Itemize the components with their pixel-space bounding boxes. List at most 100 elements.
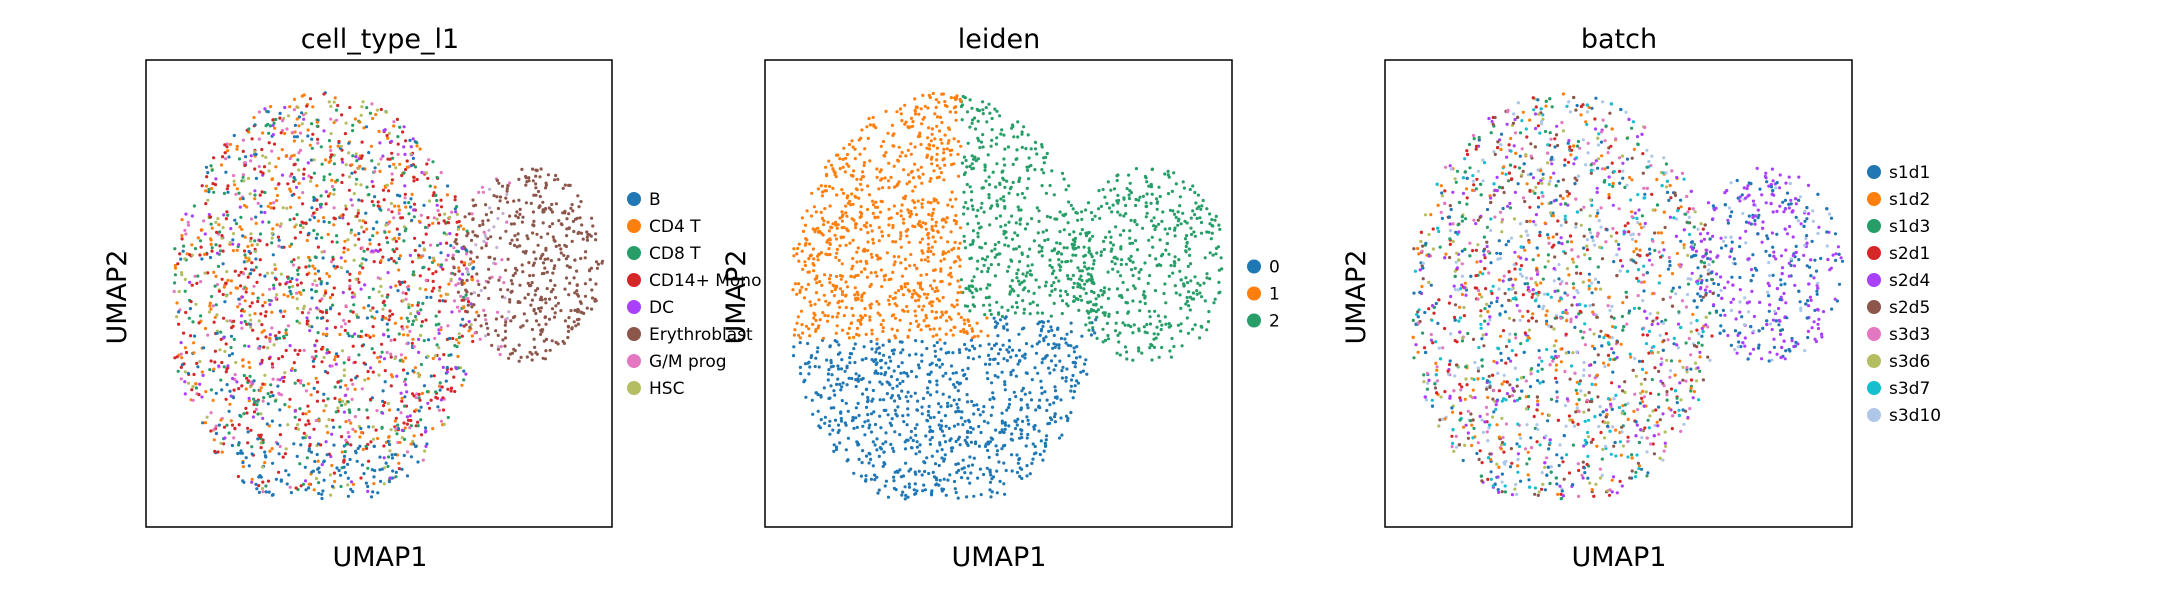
data-point xyxy=(990,204,994,208)
data-point xyxy=(998,318,1003,322)
data-point xyxy=(538,204,542,208)
data-point xyxy=(543,257,547,261)
data-point xyxy=(926,200,931,204)
data-point xyxy=(266,346,270,350)
data-point xyxy=(1193,234,1197,238)
data-point xyxy=(823,273,827,277)
data-point xyxy=(928,425,932,429)
data-point xyxy=(314,354,318,358)
data-point xyxy=(347,356,351,360)
data-point xyxy=(296,105,300,109)
data-point xyxy=(1010,214,1014,218)
data-point xyxy=(1153,289,1158,293)
data-point xyxy=(874,369,878,373)
data-point xyxy=(909,321,913,326)
data-point xyxy=(418,398,422,402)
data-point xyxy=(1062,177,1066,181)
data-point xyxy=(859,314,863,318)
data-point xyxy=(252,268,256,272)
data-point xyxy=(446,184,450,188)
data-point xyxy=(1020,191,1024,196)
data-point xyxy=(397,332,401,336)
data-point xyxy=(971,239,975,244)
data-point xyxy=(199,245,203,249)
data-point xyxy=(567,226,571,230)
data-point xyxy=(260,486,265,491)
data-point xyxy=(314,236,318,240)
data-point xyxy=(834,220,838,224)
data-point xyxy=(237,243,241,247)
data-point xyxy=(219,330,223,334)
data-point xyxy=(419,405,423,409)
data-point xyxy=(397,204,401,208)
data-point xyxy=(243,319,247,324)
data-point xyxy=(507,310,511,314)
data-point xyxy=(847,326,852,330)
data-point xyxy=(956,389,960,393)
data-point xyxy=(1216,245,1220,249)
data-point xyxy=(254,215,258,219)
data-point xyxy=(855,425,859,429)
data-point xyxy=(1010,453,1014,457)
data-point xyxy=(209,411,213,415)
data-point xyxy=(905,423,909,427)
data-point xyxy=(1052,269,1056,273)
data-point xyxy=(859,474,864,478)
data-point xyxy=(874,358,878,362)
data-point xyxy=(315,306,319,310)
data-point xyxy=(341,399,345,403)
data-point xyxy=(378,141,382,145)
data-point xyxy=(448,232,452,236)
data-point xyxy=(986,353,991,357)
data-point xyxy=(480,246,484,250)
data-point xyxy=(900,493,904,497)
data-point xyxy=(941,313,945,317)
data-point xyxy=(256,412,260,416)
data-point xyxy=(1128,259,1132,263)
data-point xyxy=(913,112,918,116)
data-point xyxy=(409,418,413,423)
data-point xyxy=(172,289,176,294)
data-point xyxy=(896,470,900,474)
data-point xyxy=(293,409,297,413)
data-point xyxy=(1133,286,1137,290)
data-point xyxy=(291,263,296,267)
data-point xyxy=(815,350,820,354)
data-point xyxy=(880,234,885,238)
data-point xyxy=(907,485,912,489)
data-point xyxy=(249,232,253,236)
data-point xyxy=(932,207,936,211)
data-point xyxy=(933,137,937,141)
data-point xyxy=(330,364,334,368)
data-point xyxy=(863,433,867,437)
data-point xyxy=(1035,152,1039,156)
data-point xyxy=(230,443,234,448)
data-point xyxy=(446,253,450,257)
data-point xyxy=(989,144,993,148)
data-point xyxy=(270,310,274,314)
data-point xyxy=(994,216,999,220)
data-point xyxy=(1045,214,1049,219)
data-point xyxy=(310,122,314,126)
data-point xyxy=(839,419,844,423)
data-point xyxy=(556,301,561,305)
data-point xyxy=(418,274,422,278)
data-point xyxy=(943,100,947,104)
data-point xyxy=(949,230,953,234)
data-point xyxy=(208,215,213,219)
data-point xyxy=(349,487,353,491)
data-point xyxy=(1074,356,1079,360)
data-point xyxy=(215,283,220,287)
data-point xyxy=(319,205,323,209)
data-point xyxy=(563,319,568,323)
data-point xyxy=(343,402,347,406)
data-point xyxy=(950,205,954,209)
data-point xyxy=(200,370,204,374)
data-point xyxy=(1157,222,1161,226)
data-point xyxy=(395,247,399,251)
data-point xyxy=(1052,281,1056,285)
data-point xyxy=(919,258,924,262)
data-point xyxy=(431,356,435,361)
data-point xyxy=(398,282,402,286)
data-point xyxy=(457,266,461,270)
